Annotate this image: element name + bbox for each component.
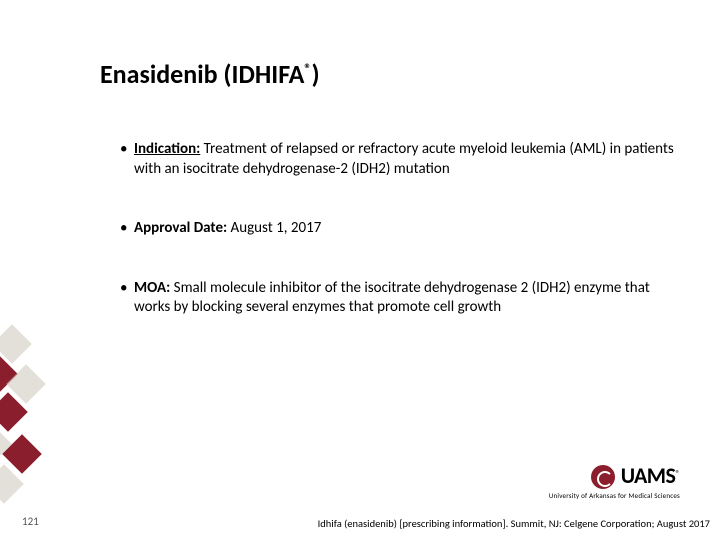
bullet-label: Approval Date: — [134, 219, 227, 237]
logo-icon — [591, 465, 615, 489]
logo-text: UAMS — [621, 462, 676, 489]
bullet-text: Small molecule inhibitor of the isocitra… — [134, 279, 650, 317]
bullet-approval-date: Approval Date: August 1, 2017 — [120, 219, 680, 239]
citation: Idhifa (enasidenib) [prescribing informa… — [318, 517, 710, 530]
logo-subtitle: University of Arkansas for Medical Scien… — [549, 491, 680, 500]
logo-reg: ® — [675, 469, 680, 480]
bullet-label: MOA: — [134, 279, 170, 297]
content-area: Indication: Treatment of relapsed or ref… — [120, 140, 680, 358]
title-reg: ® — [304, 60, 311, 77]
bullet-text: August 1, 2017 — [227, 219, 321, 237]
slide-number: 121 — [22, 515, 39, 528]
slide: Enasidenib (IDHIFA®) Indication: Treatme… — [0, 0, 720, 540]
uams-logo: UAMS® — [549, 462, 680, 489]
slide-title: Enasidenib (IDHIFA®) — [100, 58, 320, 90]
title-close: ) — [312, 58, 320, 90]
title-drug: Enasidenib (IDHIFA — [100, 58, 304, 90]
diamond-icon — [0, 324, 32, 364]
logo-block: UAMS® University of Arkansas for Medical… — [549, 462, 680, 500]
bullet-indication: Indication: Treatment of relapsed or ref… — [120, 140, 680, 179]
decorative-diamonds — [0, 330, 60, 500]
bullet-label: Indication: — [134, 140, 200, 158]
logo-text-wrap: UAMS® — [621, 462, 680, 489]
bullet-moa: MOA: Small molecule inhibitor of the iso… — [120, 279, 680, 318]
bullet-text: Treatment of relapsed or refractory acut… — [134, 140, 674, 178]
